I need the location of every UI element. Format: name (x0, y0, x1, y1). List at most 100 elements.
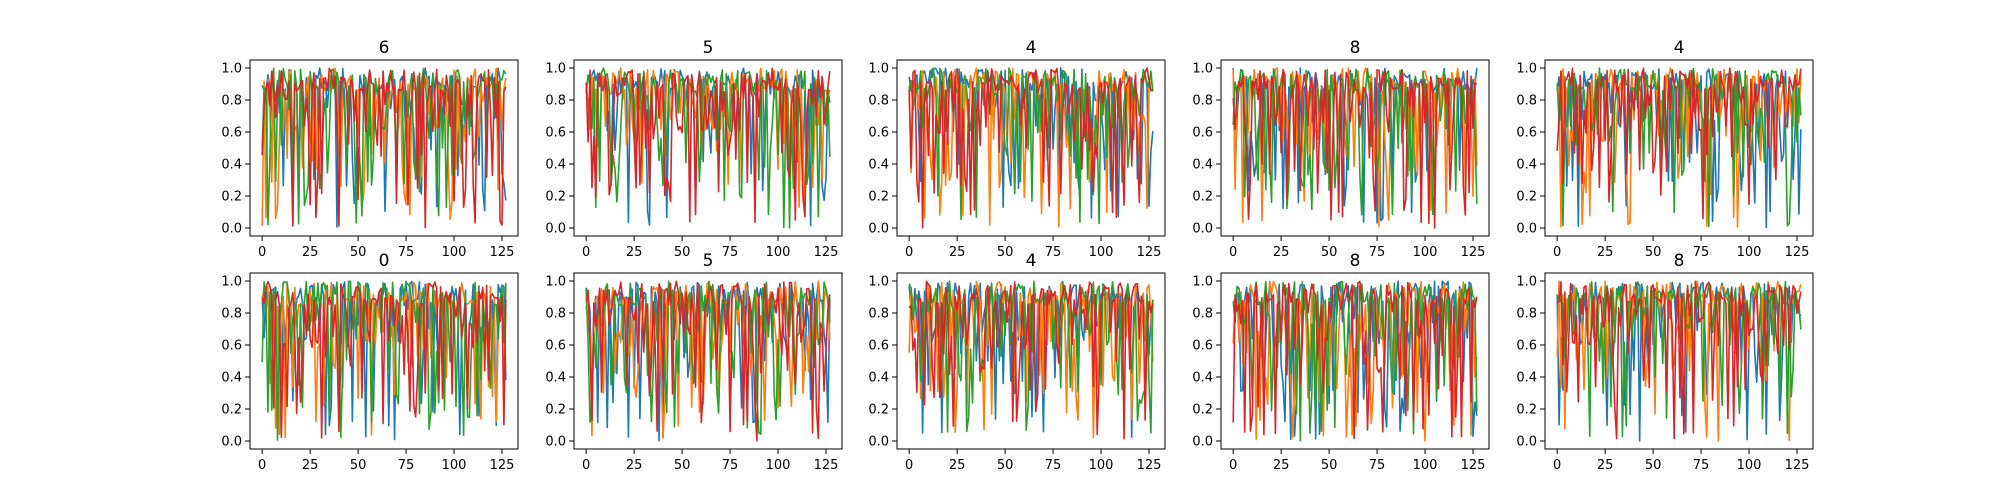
x-tick-label: 25 (302, 458, 319, 473)
y-tick-label: 0.4 (545, 158, 566, 173)
y-tick-label: 1.0 (221, 62, 242, 77)
x-tick-label: 75 (398, 458, 415, 473)
y-tick-label: 1.0 (1516, 62, 1537, 77)
x-tick-label: 50 (350, 245, 367, 260)
y-tick-label: 0.2 (1192, 403, 1213, 418)
x-tick-label: 25 (302, 245, 319, 260)
y-tick-label: 0.8 (221, 94, 242, 109)
x-tick-label: 0 (582, 458, 590, 473)
y-tick-label: 0.0 (868, 222, 889, 237)
x-tick-label: 75 (1045, 245, 1062, 260)
subplot-title: 6 (379, 38, 390, 58)
axes-frame (249, 59, 519, 237)
x-tick-label: 75 (1693, 245, 1710, 260)
y-tick-label: 0.2 (221, 403, 242, 418)
subplot-title: 5 (703, 251, 714, 271)
subplot-8: 0 25 50 75 100 125 0.0 0.2 0.4 0.6 0.8 1.0 4 (868, 251, 1166, 473)
y-tick-label: 1.0 (545, 275, 566, 290)
y-tick-label: 0.0 (1192, 435, 1213, 450)
series-line-4 (585, 280, 831, 442)
axes-frame (1544, 272, 1814, 450)
x-tick-label: 25 (949, 458, 966, 473)
x-tick-label: 125 (1461, 245, 1486, 260)
subplot-title: 4 (1026, 38, 1037, 58)
y-tick-label: 0.0 (221, 222, 242, 237)
y-tick-label: 0.8 (221, 307, 242, 322)
x-tick-label: 25 (1597, 458, 1614, 473)
series-line-4 (908, 67, 1154, 229)
x-tick-label: 50 (350, 458, 367, 473)
x-tick-label: 125 (1785, 245, 1810, 260)
y-tick-label: 0.6 (868, 339, 889, 354)
x-tick-label: 100 (1089, 458, 1114, 473)
x-tick-label: 25 (949, 245, 966, 260)
y-tick-label: 1.0 (1192, 275, 1213, 290)
x-tick-label: 0 (1553, 245, 1561, 260)
y-tick-label: 0.8 (1516, 307, 1537, 322)
x-tick-label: 25 (1273, 245, 1290, 260)
y-tick-label: 0.8 (868, 307, 889, 322)
x-tick-label: 125 (490, 245, 515, 260)
x-tick-label: 125 (814, 245, 839, 260)
axes-frame (896, 59, 1166, 237)
subplot-10: 0 25 50 75 100 125 0.0 0.2 0.4 0.6 0.8 1.0 8 (1516, 251, 1814, 473)
y-tick-label: 0.8 (1516, 94, 1537, 109)
series-line-2 (585, 280, 831, 439)
y-tick-label: 1.0 (1192, 62, 1213, 77)
series-line-4 (1232, 68, 1478, 229)
x-tick-label: 75 (398, 245, 415, 260)
subplot-title: 8 (1674, 251, 1685, 271)
subplot-2: 0 25 50 75 100 125 0.0 0.2 0.4 0.6 0.8 1.0 5 (545, 38, 843, 260)
x-tick-label: 100 (1413, 458, 1438, 473)
y-tick-label: 0.8 (1192, 94, 1213, 109)
y-tick-label: 0.4 (1516, 158, 1537, 173)
y-tick-label: 0.0 (1516, 222, 1537, 237)
x-tick-label: 125 (490, 458, 515, 473)
axes-frame (249, 272, 519, 450)
subplot-title: 0 (379, 251, 390, 271)
y-tick-label: 0.0 (1516, 435, 1537, 450)
x-tick-label: 0 (1229, 458, 1237, 473)
axes-frame (896, 272, 1166, 450)
subplot-title: 4 (1674, 38, 1685, 58)
axes-frame (573, 272, 843, 450)
y-tick-label: 0.6 (221, 339, 242, 354)
series-line-4 (1232, 280, 1478, 440)
y-tick-label: 0.4 (221, 371, 242, 386)
series-line-2 (908, 67, 1154, 228)
subplot-4: 0 25 50 75 100 125 0.0 0.2 0.4 0.6 0.8 1.0 8 (1192, 38, 1490, 260)
y-tick-label: 0.6 (868, 126, 889, 141)
x-tick-label: 0 (582, 245, 590, 260)
y-tick-label: 0.2 (221, 190, 242, 205)
x-tick-label: 50 (997, 458, 1014, 473)
x-tick-label: 50 (1321, 245, 1338, 260)
subplot-title: 8 (1350, 38, 1361, 58)
x-tick-label: 100 (1413, 245, 1438, 260)
y-tick-label: 0.6 (1516, 126, 1537, 141)
x-tick-label: 75 (1369, 458, 1386, 473)
y-tick-label: 1.0 (1516, 275, 1537, 290)
y-tick-label: 0.0 (545, 222, 566, 237)
x-tick-label: 125 (1461, 458, 1486, 473)
x-tick-label: 75 (722, 245, 739, 260)
y-tick-label: 0.0 (1192, 222, 1213, 237)
x-tick-label: 50 (674, 458, 691, 473)
y-tick-label: 1.0 (868, 275, 889, 290)
series-line-4 (585, 67, 831, 223)
x-tick-label: 25 (1273, 458, 1290, 473)
x-tick-label: 0 (905, 458, 913, 473)
x-tick-label: 0 (1229, 245, 1237, 260)
y-tick-label: 0.2 (868, 190, 889, 205)
subplot-title: 8 (1350, 251, 1361, 271)
x-tick-label: 75 (1045, 458, 1062, 473)
subplot-title: 4 (1026, 251, 1037, 271)
x-tick-label: 100 (1737, 458, 1762, 473)
axes-frame (573, 59, 843, 237)
y-tick-label: 0.6 (545, 126, 566, 141)
y-tick-label: 0.6 (1192, 339, 1213, 354)
x-tick-label: 125 (1137, 458, 1162, 473)
series-line-3 (261, 67, 507, 226)
x-tick-label: 50 (1645, 245, 1662, 260)
x-tick-label: 0 (1553, 458, 1561, 473)
x-tick-label: 50 (1645, 458, 1662, 473)
